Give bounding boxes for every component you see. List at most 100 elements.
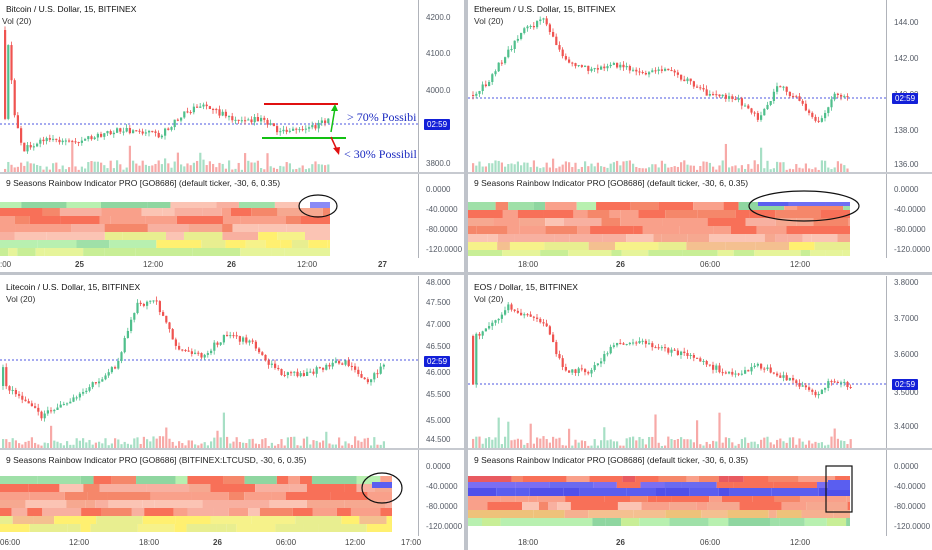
candle-body bbox=[568, 370, 571, 373]
volume-bar bbox=[77, 169, 80, 172]
btc-indicator-pane[interactable]: 9 Seasons Rainbow Indicator PRO [GO8686]… bbox=[0, 174, 418, 258]
ltc-indicator-circle[interactable] bbox=[0, 450, 418, 536]
ltc-pane-divider[interactable] bbox=[0, 448, 464, 450]
rainbow-band-segment bbox=[104, 232, 123, 240]
volume-bar bbox=[301, 165, 304, 172]
candle-body bbox=[753, 112, 756, 114]
volume-bar bbox=[580, 166, 583, 172]
btc-volume-label[interactable]: Vol (20) bbox=[2, 16, 32, 26]
ltc-chart-panel[interactable]: Litecoin / U.S. Dollar, 15, BITFINEX Vol… bbox=[0, 276, 464, 550]
candle-body bbox=[702, 87, 705, 90]
eos-price-axis[interactable]: 3.8000 3.7000 3.6000 3.5000 3.4000 02:59 bbox=[886, 276, 932, 448]
eth-price-axis[interactable]: 144.00 142.00 140.00 138.00 136.00 02:59 bbox=[886, 0, 932, 172]
eth-indicator-title[interactable]: 9 Seasons Rainbow Indicator PRO [GO8686]… bbox=[474, 178, 749, 188]
ltc-price-pane[interactable]: Litecoin / U.S. Dollar, 15, BITFINEX Vol… bbox=[0, 276, 418, 448]
ltc-indicator-pane[interactable]: 9 Seasons Rainbow Indicator PRO [GO8686]… bbox=[0, 450, 418, 536]
volume-bar bbox=[657, 442, 660, 448]
eth-pane-divider[interactable] bbox=[468, 172, 932, 174]
volume-bar bbox=[194, 444, 197, 448]
ltc-symbol-title[interactable]: Litecoin / U.S. Dollar, 15, BITFINEX bbox=[6, 282, 141, 292]
eos-pane-divider[interactable] bbox=[468, 448, 932, 450]
volume-bar bbox=[85, 442, 88, 448]
eos-indicator-title[interactable]: 9 Seasons Rainbow Indicator PRO [GO8686]… bbox=[474, 455, 749, 465]
volume-bar bbox=[283, 445, 286, 448]
ltc-indicator-axis[interactable]: 0.0000 -40.0000 -80.0000 -120.0000 bbox=[418, 450, 464, 536]
candle-body bbox=[577, 368, 580, 373]
volume-bar bbox=[558, 166, 561, 172]
rainbow-band-segment bbox=[507, 226, 520, 234]
rainbow-band-segment bbox=[100, 202, 148, 208]
ltc-indicator-title[interactable]: 9 Seasons Rainbow Indicator PRO [GO8686]… bbox=[6, 455, 307, 465]
eth-time-axis[interactable]: 18:00 26 06:00 12:00 bbox=[468, 259, 886, 271]
rainbow-band-segment bbox=[174, 208, 203, 216]
eos-price-pane[interactable]: EOS / Dollar, 15, BITFINEX Vol (20) bbox=[468, 276, 886, 448]
rainbow-band-segment bbox=[789, 242, 815, 250]
eth-symbol-title[interactable]: Ethereum / U.S. Dollar, 15, BITFINEX bbox=[474, 4, 616, 14]
btc-indicator-axis[interactable]: 0.0000 -40.0000 -80.0000 -120.0000 bbox=[418, 174, 464, 258]
candle-body bbox=[317, 122, 320, 129]
eth-chart-panel[interactable]: Ethereum / U.S. Dollar, 15, BITFINEX Vol… bbox=[468, 0, 932, 272]
volume-bar bbox=[10, 164, 13, 172]
candle-body bbox=[270, 363, 273, 365]
btc-price-pane[interactable]: Bitcoin / U.S. Dollar, 15, BITFINEX Vol … bbox=[0, 0, 418, 172]
eth-indicator-circle[interactable] bbox=[468, 174, 886, 258]
candle-body bbox=[256, 116, 259, 122]
volume-bar bbox=[712, 166, 715, 172]
rainbow-band-segment bbox=[274, 202, 300, 208]
eos-price-chart bbox=[468, 302, 886, 448]
candle-body bbox=[184, 350, 187, 352]
eos-symbol-title[interactable]: EOS / Dollar, 15, BITFINEX bbox=[474, 282, 578, 292]
ltc-time-axis[interactable]: 06:00 12:00 18:00 26 06:00 12:00 17:00 bbox=[0, 537, 421, 549]
volume-bar bbox=[263, 169, 266, 172]
volume-bar bbox=[827, 444, 830, 448]
eos-indicator-pane[interactable]: 9 Seasons Rainbow Indicator PRO [GO8686]… bbox=[468, 450, 886, 536]
btc-annotation-drawing[interactable] bbox=[0, 0, 418, 172]
rainbow-band-segment bbox=[327, 240, 330, 248]
eth-price-pane[interactable]: Ethereum / U.S. Dollar, 15, BITFINEX Vol… bbox=[468, 0, 886, 172]
btc-time-axis[interactable]: :00 25 12:00 26 12:00 27 bbox=[0, 259, 418, 271]
candle-body bbox=[817, 394, 820, 396]
volume-bar bbox=[292, 169, 295, 172]
candle-body bbox=[232, 335, 235, 337]
candle-body bbox=[304, 128, 307, 130]
btc-price-axis[interactable]: 4200.0 4100.0 4000.0 3800.0 02:59 bbox=[418, 0, 464, 172]
btc-ind-tick: 0.0000 bbox=[426, 185, 451, 194]
ltc-volume-label[interactable]: Vol (20) bbox=[6, 294, 36, 304]
eos-chart-panel[interactable]: EOS / Dollar, 15, BITFINEX Vol (20) 3.80… bbox=[468, 276, 932, 550]
eth-indicator-axis[interactable]: 0.0000 -40.0000 -80.0000 -120.0000 bbox=[886, 174, 932, 258]
candle-body bbox=[42, 139, 45, 142]
rainbow-band-segment bbox=[735, 210, 750, 218]
eos-indicator-box[interactable] bbox=[468, 450, 886, 536]
volume-bar bbox=[555, 168, 558, 172]
rainbow-band-segment bbox=[621, 250, 649, 256]
rainbow-band-segment bbox=[154, 500, 203, 508]
vertical-layout-separator[interactable] bbox=[464, 0, 468, 550]
candle-body bbox=[165, 315, 168, 323]
btc-indicator-circle[interactable] bbox=[0, 174, 418, 258]
volume-bar bbox=[516, 438, 519, 448]
candle-body bbox=[680, 74, 683, 80]
eth-indicator-pane[interactable]: 9 Seasons Rainbow Indicator PRO [GO8686]… bbox=[468, 174, 886, 258]
ltc-price-axis[interactable]: 48.000 47.500 47.000 46.500 46.000 45.50… bbox=[418, 276, 464, 448]
volume-bar bbox=[760, 439, 763, 448]
candle-body bbox=[36, 143, 39, 147]
btc-indicator-title[interactable]: 9 Seasons Rainbow Indicator PRO [GO8686]… bbox=[6, 178, 281, 188]
rainbow-band-segment bbox=[590, 226, 634, 234]
eos-time-axis[interactable]: 18:00 26 06:00 12:00 bbox=[468, 537, 886, 549]
rainbow-band-segment bbox=[497, 234, 515, 242]
eos-indicator-axis[interactable]: 0.0000 -40.0000 -80.0000 -120.0000 bbox=[886, 450, 932, 536]
rainbow-band-segment bbox=[725, 242, 756, 250]
volume-bar bbox=[274, 445, 277, 448]
btc-symbol-title[interactable]: Bitcoin / U.S. Dollar, 15, BITFINEX bbox=[6, 4, 137, 14]
eos-volume-label[interactable]: Vol (20) bbox=[474, 294, 504, 304]
btc-pane-divider[interactable] bbox=[0, 172, 464, 174]
rainbow-band-segment bbox=[318, 524, 367, 532]
horizontal-layout-separator[interactable] bbox=[0, 272, 932, 275]
candle-body bbox=[478, 91, 481, 94]
eth-volume-label[interactable]: Vol (20) bbox=[474, 16, 504, 26]
candle-body bbox=[513, 309, 516, 311]
volume-bar bbox=[382, 441, 385, 448]
btc-chart-panel[interactable]: Bitcoin / U.S. Dollar, 15, BITFINEX Vol … bbox=[0, 0, 464, 272]
volume-bar bbox=[190, 440, 193, 448]
rainbow-band-segment bbox=[173, 508, 188, 516]
